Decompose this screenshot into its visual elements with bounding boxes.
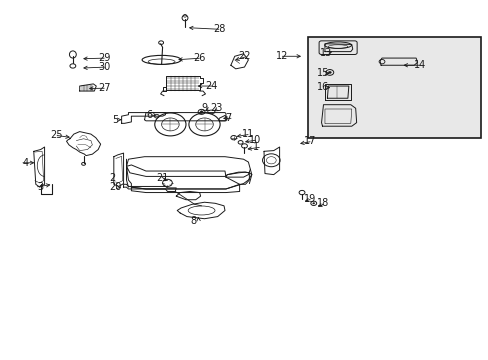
- Text: 27: 27: [98, 83, 110, 93]
- Circle shape: [328, 71, 330, 73]
- Text: 19: 19: [304, 194, 316, 204]
- Text: 7: 7: [224, 113, 231, 123]
- Text: 28: 28: [212, 24, 224, 35]
- Text: 29: 29: [98, 53, 110, 63]
- Text: 9: 9: [201, 103, 207, 113]
- Text: 20: 20: [109, 182, 121, 192]
- Text: 21: 21: [156, 173, 168, 183]
- Text: 5: 5: [112, 115, 118, 125]
- Text: 16: 16: [316, 82, 328, 93]
- Text: 10: 10: [249, 135, 261, 145]
- Text: 14: 14: [413, 60, 426, 70]
- Text: 25: 25: [50, 130, 63, 140]
- Text: 15: 15: [316, 68, 328, 78]
- Circle shape: [312, 203, 314, 204]
- Text: 23: 23: [210, 103, 223, 113]
- Text: 1: 1: [253, 142, 259, 152]
- Text: 2: 2: [109, 173, 115, 183]
- Text: 18: 18: [316, 198, 328, 208]
- Text: 11: 11: [242, 129, 254, 139]
- Text: 22: 22: [238, 51, 251, 61]
- Text: 6: 6: [146, 111, 152, 121]
- Text: 8: 8: [189, 216, 196, 226]
- Text: 30: 30: [98, 62, 110, 72]
- Bar: [307, 37, 480, 138]
- Text: 3: 3: [38, 182, 43, 192]
- Text: 12: 12: [275, 51, 288, 61]
- Text: 17: 17: [304, 136, 316, 146]
- Text: 26: 26: [193, 53, 205, 63]
- Text: 4: 4: [23, 158, 29, 168]
- Circle shape: [200, 111, 203, 113]
- Text: 13: 13: [320, 48, 332, 58]
- Text: 24: 24: [205, 81, 218, 91]
